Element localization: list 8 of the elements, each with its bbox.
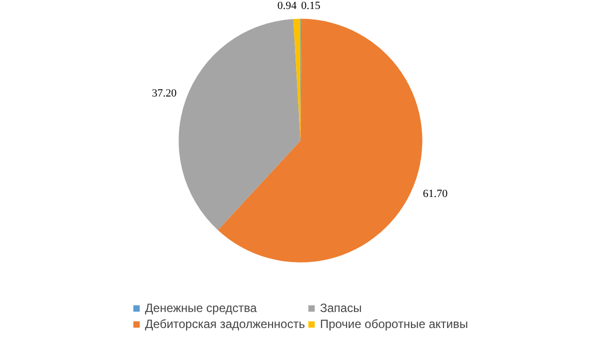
data-label: 0.15	[301, 0, 321, 12]
data-label: 37.20	[152, 87, 178, 100]
legend-label: Запасы	[320, 301, 362, 315]
legend-label: Прочие оборотные активы	[320, 317, 468, 331]
legend-label: Денежные средства	[145, 301, 257, 315]
legend-label: Дебиторская задолженность	[145, 317, 305, 331]
data-label: 61.70	[422, 188, 448, 200]
data-label: 0.94	[277, 0, 298, 12]
